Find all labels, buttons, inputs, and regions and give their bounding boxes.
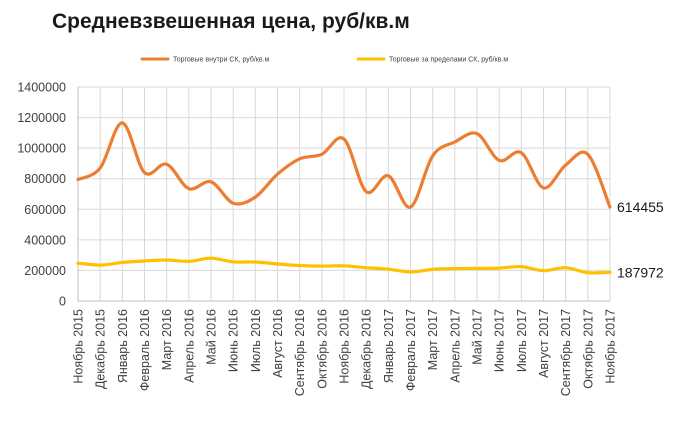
x-tick-label: Ноябрь 2015: [72, 309, 86, 384]
data-point: [165, 258, 168, 261]
data-point: [187, 187, 190, 190]
y-tick-label: 0: [59, 295, 66, 309]
data-point: [276, 262, 279, 265]
data-point: [342, 137, 345, 140]
data-point: [276, 173, 279, 176]
data-point: [298, 157, 301, 160]
data-point: [542, 269, 545, 272]
x-tick-label: Август 2017: [537, 309, 551, 378]
series-line-2: [76, 256, 612, 275]
x-tick-label: Апрель 2016: [182, 309, 196, 383]
data-point: [520, 265, 523, 268]
data-point: [99, 166, 102, 169]
x-tick-label: Август 2016: [271, 309, 285, 378]
x-tick-label: Ноябрь 2016: [338, 309, 352, 384]
data-point: [232, 260, 235, 263]
x-tick-label: Сентябрь 2017: [559, 309, 573, 396]
x-tick-label: Февраль 2016: [138, 309, 152, 391]
x-tick-label: Июль 2016: [249, 309, 263, 372]
data-point: [187, 260, 190, 263]
x-tick-label: Декабрь 2015: [94, 309, 108, 389]
x-tick-label: Ноябрь 2017: [604, 309, 618, 384]
data-point: [232, 202, 235, 205]
data-point: [564, 163, 567, 166]
x-tick-label: Июль 2017: [515, 309, 529, 372]
axes: [77, 87, 610, 302]
x-tick-label: Январь 2016: [116, 309, 130, 383]
data-point: [608, 205, 611, 208]
y-tick-label: 1200000: [17, 111, 66, 125]
end-value-label: 187972: [617, 264, 664, 280]
data-point: [475, 132, 478, 135]
data-point: [254, 260, 257, 263]
data-point: [586, 271, 589, 274]
y-tick-label: 800000: [24, 172, 66, 186]
y-tick-label: 1400000: [17, 81, 66, 95]
chart-title: Средневзвешенная цена, руб/кв.м: [52, 10, 410, 33]
x-tick-label: Октябрь 2016: [315, 309, 329, 389]
x-tick-label: Декабрь 2016: [360, 309, 374, 389]
data-point: [520, 151, 523, 154]
data-point: [608, 271, 611, 274]
data-point: [387, 268, 390, 271]
series-lines: [76, 121, 612, 275]
data-point: [475, 267, 478, 270]
data-point: [409, 270, 412, 273]
gridlines: [77, 86, 611, 302]
y-tick-label: 600000: [24, 203, 66, 217]
data-point: [209, 180, 212, 183]
x-tick-label: Май 2017: [471, 309, 485, 365]
data-point: [453, 140, 456, 143]
legend-label: Торговые внутри СК, руб/кв.м: [173, 56, 270, 64]
x-tick-label: Октябрь 2017: [581, 309, 595, 389]
data-point: [165, 163, 168, 166]
y-tick-label: 400000: [24, 233, 66, 247]
data-point: [121, 121, 124, 124]
x-tick-label: Март 2016: [160, 309, 174, 370]
data-point: [564, 266, 567, 269]
x-tick-label: Март 2017: [426, 309, 440, 370]
data-point: [498, 267, 501, 270]
x-tick-label: Февраль 2017: [404, 309, 418, 391]
data-point: [342, 264, 345, 267]
data-point: [542, 186, 545, 189]
data-point: [121, 261, 124, 264]
data-point: [99, 263, 102, 266]
data-point: [365, 266, 368, 269]
x-tick-label: Сентябрь 2016: [293, 309, 307, 396]
data-point: [76, 178, 79, 181]
end-value-label: 614455: [617, 199, 664, 215]
data-point: [76, 261, 79, 264]
data-point: [387, 174, 390, 177]
data-point: [586, 153, 589, 156]
labels: 0 200000 400000 600000 800000 1000000 1200000 1…: [17, 81, 664, 397]
data-point: [498, 159, 501, 162]
x-tick-label: Июнь 2016: [227, 309, 241, 372]
x-tick-label: Июнь 2017: [493, 309, 507, 372]
data-point: [143, 259, 146, 262]
legend-label: Торговые за пределами СК, руб/кв.м: [389, 56, 508, 64]
data-point: [431, 154, 434, 157]
x-tick-label: Май 2016: [205, 309, 219, 365]
y-tick-label: 1000000: [17, 142, 66, 156]
data-point: [254, 195, 257, 198]
legend: Торговые внутри СК, руб/кв.м Торговые за …: [140, 56, 508, 64]
data-point: [209, 257, 212, 260]
data-point: [320, 265, 323, 268]
data-point: [143, 171, 146, 174]
y-tick-label: 200000: [24, 264, 66, 278]
data-point: [431, 268, 434, 271]
data-point: [320, 153, 323, 156]
data-point: [298, 264, 301, 267]
x-tick-label: Январь 2017: [382, 309, 396, 383]
series-line-1: [76, 121, 612, 209]
data-point: [409, 206, 412, 209]
x-tick-label: Апрель 2017: [448, 309, 462, 383]
data-point: [365, 190, 368, 193]
data-point: [453, 267, 456, 270]
